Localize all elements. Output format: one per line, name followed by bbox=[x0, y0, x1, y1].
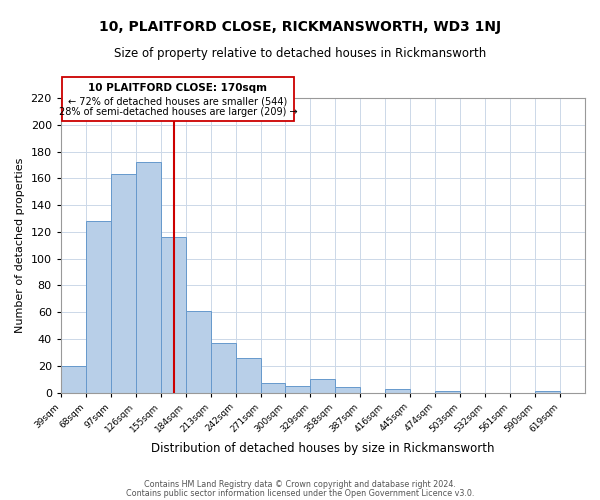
Text: 10, PLAITFORD CLOSE, RICKMANSWORTH, WD3 1NJ: 10, PLAITFORD CLOSE, RICKMANSWORTH, WD3 … bbox=[99, 20, 501, 34]
Text: 10 PLAITFORD CLOSE: 170sqm: 10 PLAITFORD CLOSE: 170sqm bbox=[88, 84, 268, 94]
Bar bbox=[111, 174, 136, 392]
Bar bbox=[335, 387, 361, 392]
Bar bbox=[236, 358, 260, 392]
Text: Size of property relative to detached houses in Rickmansworth: Size of property relative to detached ho… bbox=[114, 48, 486, 60]
Bar bbox=[286, 386, 310, 392]
Bar bbox=[211, 343, 236, 392]
Text: Contains public sector information licensed under the Open Government Licence v3: Contains public sector information licen… bbox=[126, 489, 474, 498]
Bar bbox=[86, 221, 111, 392]
Bar bbox=[260, 383, 286, 392]
Bar bbox=[385, 388, 410, 392]
Bar bbox=[535, 391, 560, 392]
Y-axis label: Number of detached properties: Number of detached properties bbox=[15, 158, 25, 333]
Text: ← 72% of detached houses are smaller (544): ← 72% of detached houses are smaller (54… bbox=[68, 96, 287, 106]
X-axis label: Distribution of detached houses by size in Rickmansworth: Distribution of detached houses by size … bbox=[151, 442, 494, 455]
Bar bbox=[61, 366, 86, 392]
Bar bbox=[136, 162, 161, 392]
Text: 28% of semi-detached houses are larger (209) →: 28% of semi-detached houses are larger (… bbox=[59, 108, 297, 118]
Bar bbox=[185, 311, 211, 392]
Bar bbox=[310, 379, 335, 392]
FancyBboxPatch shape bbox=[62, 76, 294, 121]
Bar bbox=[161, 237, 185, 392]
Bar bbox=[435, 391, 460, 392]
Text: Contains HM Land Registry data © Crown copyright and database right 2024.: Contains HM Land Registry data © Crown c… bbox=[144, 480, 456, 489]
